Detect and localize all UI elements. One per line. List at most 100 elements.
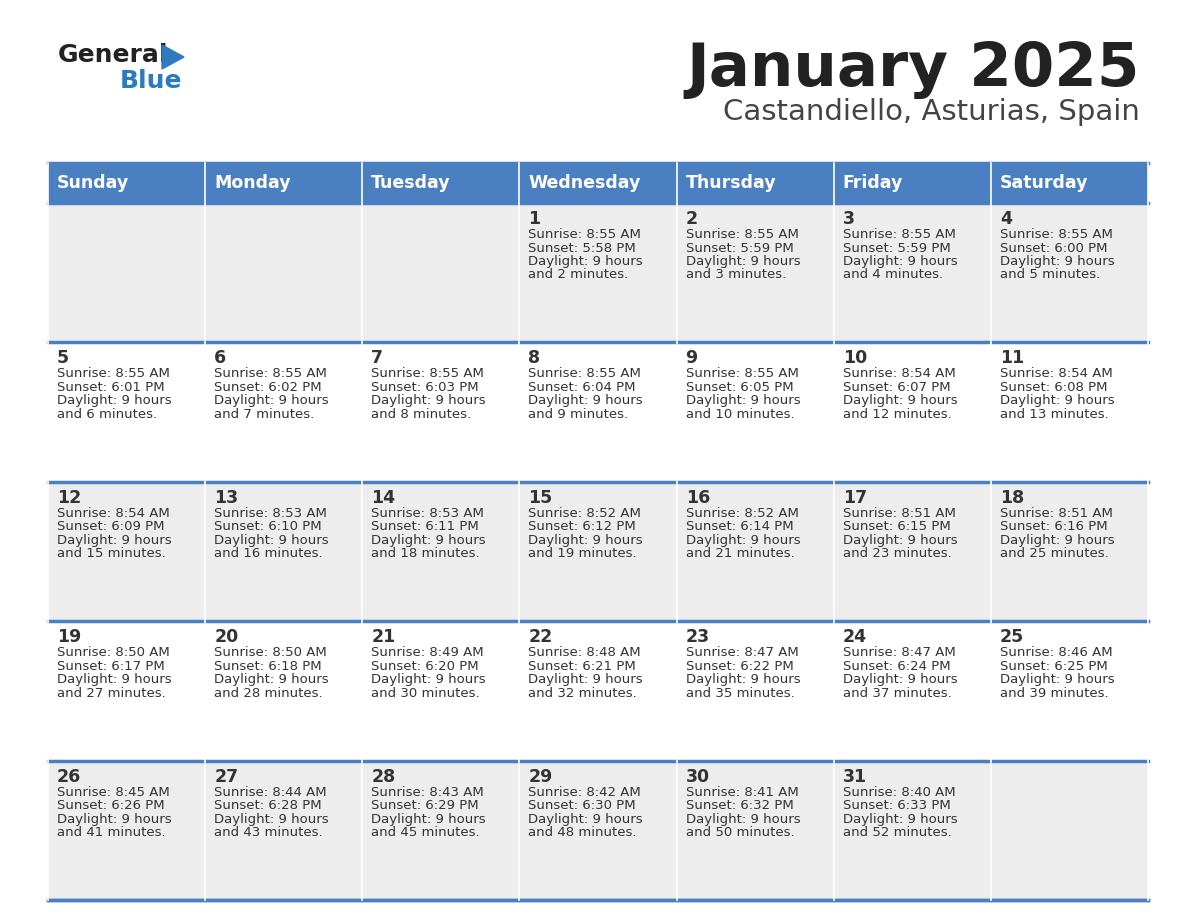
Text: Saturday: Saturday (1000, 174, 1088, 192)
Text: 31: 31 (842, 767, 867, 786)
Text: Sunrise: 8:48 AM: Sunrise: 8:48 AM (529, 646, 642, 659)
Bar (991, 482, 1148, 621)
Text: Daylight: 9 hours: Daylight: 9 hours (1000, 673, 1114, 686)
Text: and 21 minutes.: and 21 minutes. (685, 547, 795, 560)
Text: Daylight: 9 hours: Daylight: 9 hours (57, 812, 171, 825)
Text: Daylight: 9 hours: Daylight: 9 hours (372, 533, 486, 547)
Text: and 2 minutes.: and 2 minutes. (529, 268, 628, 282)
Text: Daylight: 9 hours: Daylight: 9 hours (372, 812, 486, 825)
Text: Sunset: 6:02 PM: Sunset: 6:02 PM (214, 381, 322, 394)
Bar (519, 203, 677, 342)
Bar (834, 163, 991, 203)
Bar (991, 761, 1148, 900)
Text: January 2025: January 2025 (687, 40, 1140, 99)
Bar (362, 761, 519, 900)
Bar (48, 482, 206, 621)
Text: Daylight: 9 hours: Daylight: 9 hours (214, 533, 329, 547)
Text: 21: 21 (372, 628, 396, 646)
Text: and 8 minutes.: and 8 minutes. (372, 408, 472, 420)
Text: and 43 minutes.: and 43 minutes. (214, 826, 323, 839)
Bar (677, 482, 834, 621)
Text: 10: 10 (842, 350, 867, 367)
Text: Sunset: 6:10 PM: Sunset: 6:10 PM (214, 521, 322, 533)
Bar (677, 203, 834, 342)
Text: Wednesday: Wednesday (529, 174, 640, 192)
Text: Sunrise: 8:51 AM: Sunrise: 8:51 AM (842, 507, 955, 520)
Text: and 28 minutes.: and 28 minutes. (214, 687, 323, 700)
Text: Sunset: 6:17 PM: Sunset: 6:17 PM (57, 660, 165, 673)
Text: and 39 minutes.: and 39 minutes. (1000, 687, 1108, 700)
Text: Daylight: 9 hours: Daylight: 9 hours (214, 395, 329, 408)
Text: Sunset: 6:28 PM: Sunset: 6:28 PM (214, 799, 322, 812)
Text: and 41 minutes.: and 41 minutes. (57, 826, 165, 839)
Text: Sunset: 6:14 PM: Sunset: 6:14 PM (685, 521, 794, 533)
Text: Sunrise: 8:55 AM: Sunrise: 8:55 AM (529, 367, 642, 380)
Text: Daylight: 9 hours: Daylight: 9 hours (685, 673, 801, 686)
Text: Sunset: 6:01 PM: Sunset: 6:01 PM (57, 381, 165, 394)
Text: Daylight: 9 hours: Daylight: 9 hours (372, 673, 486, 686)
Text: Daylight: 9 hours: Daylight: 9 hours (842, 673, 958, 686)
Text: Sunrise: 8:55 AM: Sunrise: 8:55 AM (214, 367, 327, 380)
Bar (677, 342, 834, 482)
Text: Daylight: 9 hours: Daylight: 9 hours (57, 395, 171, 408)
Bar (991, 163, 1148, 203)
Text: Sunrise: 8:47 AM: Sunrise: 8:47 AM (842, 646, 955, 659)
Bar (362, 342, 519, 482)
Text: Sunrise: 8:54 AM: Sunrise: 8:54 AM (1000, 367, 1113, 380)
Bar (834, 342, 991, 482)
Text: and 5 minutes.: and 5 minutes. (1000, 268, 1100, 282)
Text: Daylight: 9 hours: Daylight: 9 hours (1000, 255, 1114, 268)
Text: Daylight: 9 hours: Daylight: 9 hours (214, 673, 329, 686)
Text: Friday: Friday (842, 174, 903, 192)
Text: 17: 17 (842, 488, 867, 507)
Text: Sunset: 6:32 PM: Sunset: 6:32 PM (685, 799, 794, 812)
Text: Monday: Monday (214, 174, 291, 192)
Text: Daylight: 9 hours: Daylight: 9 hours (1000, 533, 1114, 547)
Bar (677, 761, 834, 900)
Text: Thursday: Thursday (685, 174, 776, 192)
Polygon shape (162, 45, 184, 69)
Text: Sunrise: 8:54 AM: Sunrise: 8:54 AM (57, 507, 170, 520)
Text: Sunset: 6:22 PM: Sunset: 6:22 PM (685, 660, 794, 673)
Text: Sunrise: 8:53 AM: Sunrise: 8:53 AM (372, 507, 485, 520)
Text: Sunrise: 8:44 AM: Sunrise: 8:44 AM (214, 786, 327, 799)
Bar (991, 203, 1148, 342)
Text: Sunset: 6:33 PM: Sunset: 6:33 PM (842, 799, 950, 812)
Text: Sunset: 6:15 PM: Sunset: 6:15 PM (842, 521, 950, 533)
Bar (991, 621, 1148, 761)
Text: and 50 minutes.: and 50 minutes. (685, 826, 795, 839)
Bar (519, 163, 677, 203)
Text: 22: 22 (529, 628, 552, 646)
Text: 1: 1 (529, 210, 541, 228)
Text: Daylight: 9 hours: Daylight: 9 hours (1000, 395, 1114, 408)
Text: 5: 5 (57, 350, 69, 367)
Text: General: General (58, 43, 169, 67)
Text: Sunrise: 8:53 AM: Sunrise: 8:53 AM (214, 507, 327, 520)
Text: 9: 9 (685, 350, 697, 367)
Text: and 32 minutes.: and 32 minutes. (529, 687, 637, 700)
Text: and 6 minutes.: and 6 minutes. (57, 408, 157, 420)
Text: Sunset: 6:04 PM: Sunset: 6:04 PM (529, 381, 636, 394)
Text: Sunrise: 8:52 AM: Sunrise: 8:52 AM (529, 507, 642, 520)
Text: Daylight: 9 hours: Daylight: 9 hours (529, 533, 643, 547)
Text: and 13 minutes.: and 13 minutes. (1000, 408, 1108, 420)
Text: 13: 13 (214, 488, 239, 507)
Bar (206, 761, 362, 900)
Text: Sunset: 6:09 PM: Sunset: 6:09 PM (57, 521, 164, 533)
Text: Sunrise: 8:50 AM: Sunrise: 8:50 AM (57, 646, 170, 659)
Text: 23: 23 (685, 628, 709, 646)
Text: Sunset: 6:26 PM: Sunset: 6:26 PM (57, 799, 165, 812)
Text: Daylight: 9 hours: Daylight: 9 hours (529, 812, 643, 825)
Text: Sunset: 6:08 PM: Sunset: 6:08 PM (1000, 381, 1107, 394)
Bar (362, 482, 519, 621)
Text: Sunrise: 8:46 AM: Sunrise: 8:46 AM (1000, 646, 1112, 659)
Text: and 25 minutes.: and 25 minutes. (1000, 547, 1108, 560)
Bar (834, 761, 991, 900)
Text: and 45 minutes.: and 45 minutes. (372, 826, 480, 839)
Bar (677, 621, 834, 761)
Bar (519, 342, 677, 482)
Text: Sunset: 6:18 PM: Sunset: 6:18 PM (214, 660, 322, 673)
Text: Daylight: 9 hours: Daylight: 9 hours (842, 533, 958, 547)
Text: Daylight: 9 hours: Daylight: 9 hours (529, 255, 643, 268)
Bar (834, 621, 991, 761)
